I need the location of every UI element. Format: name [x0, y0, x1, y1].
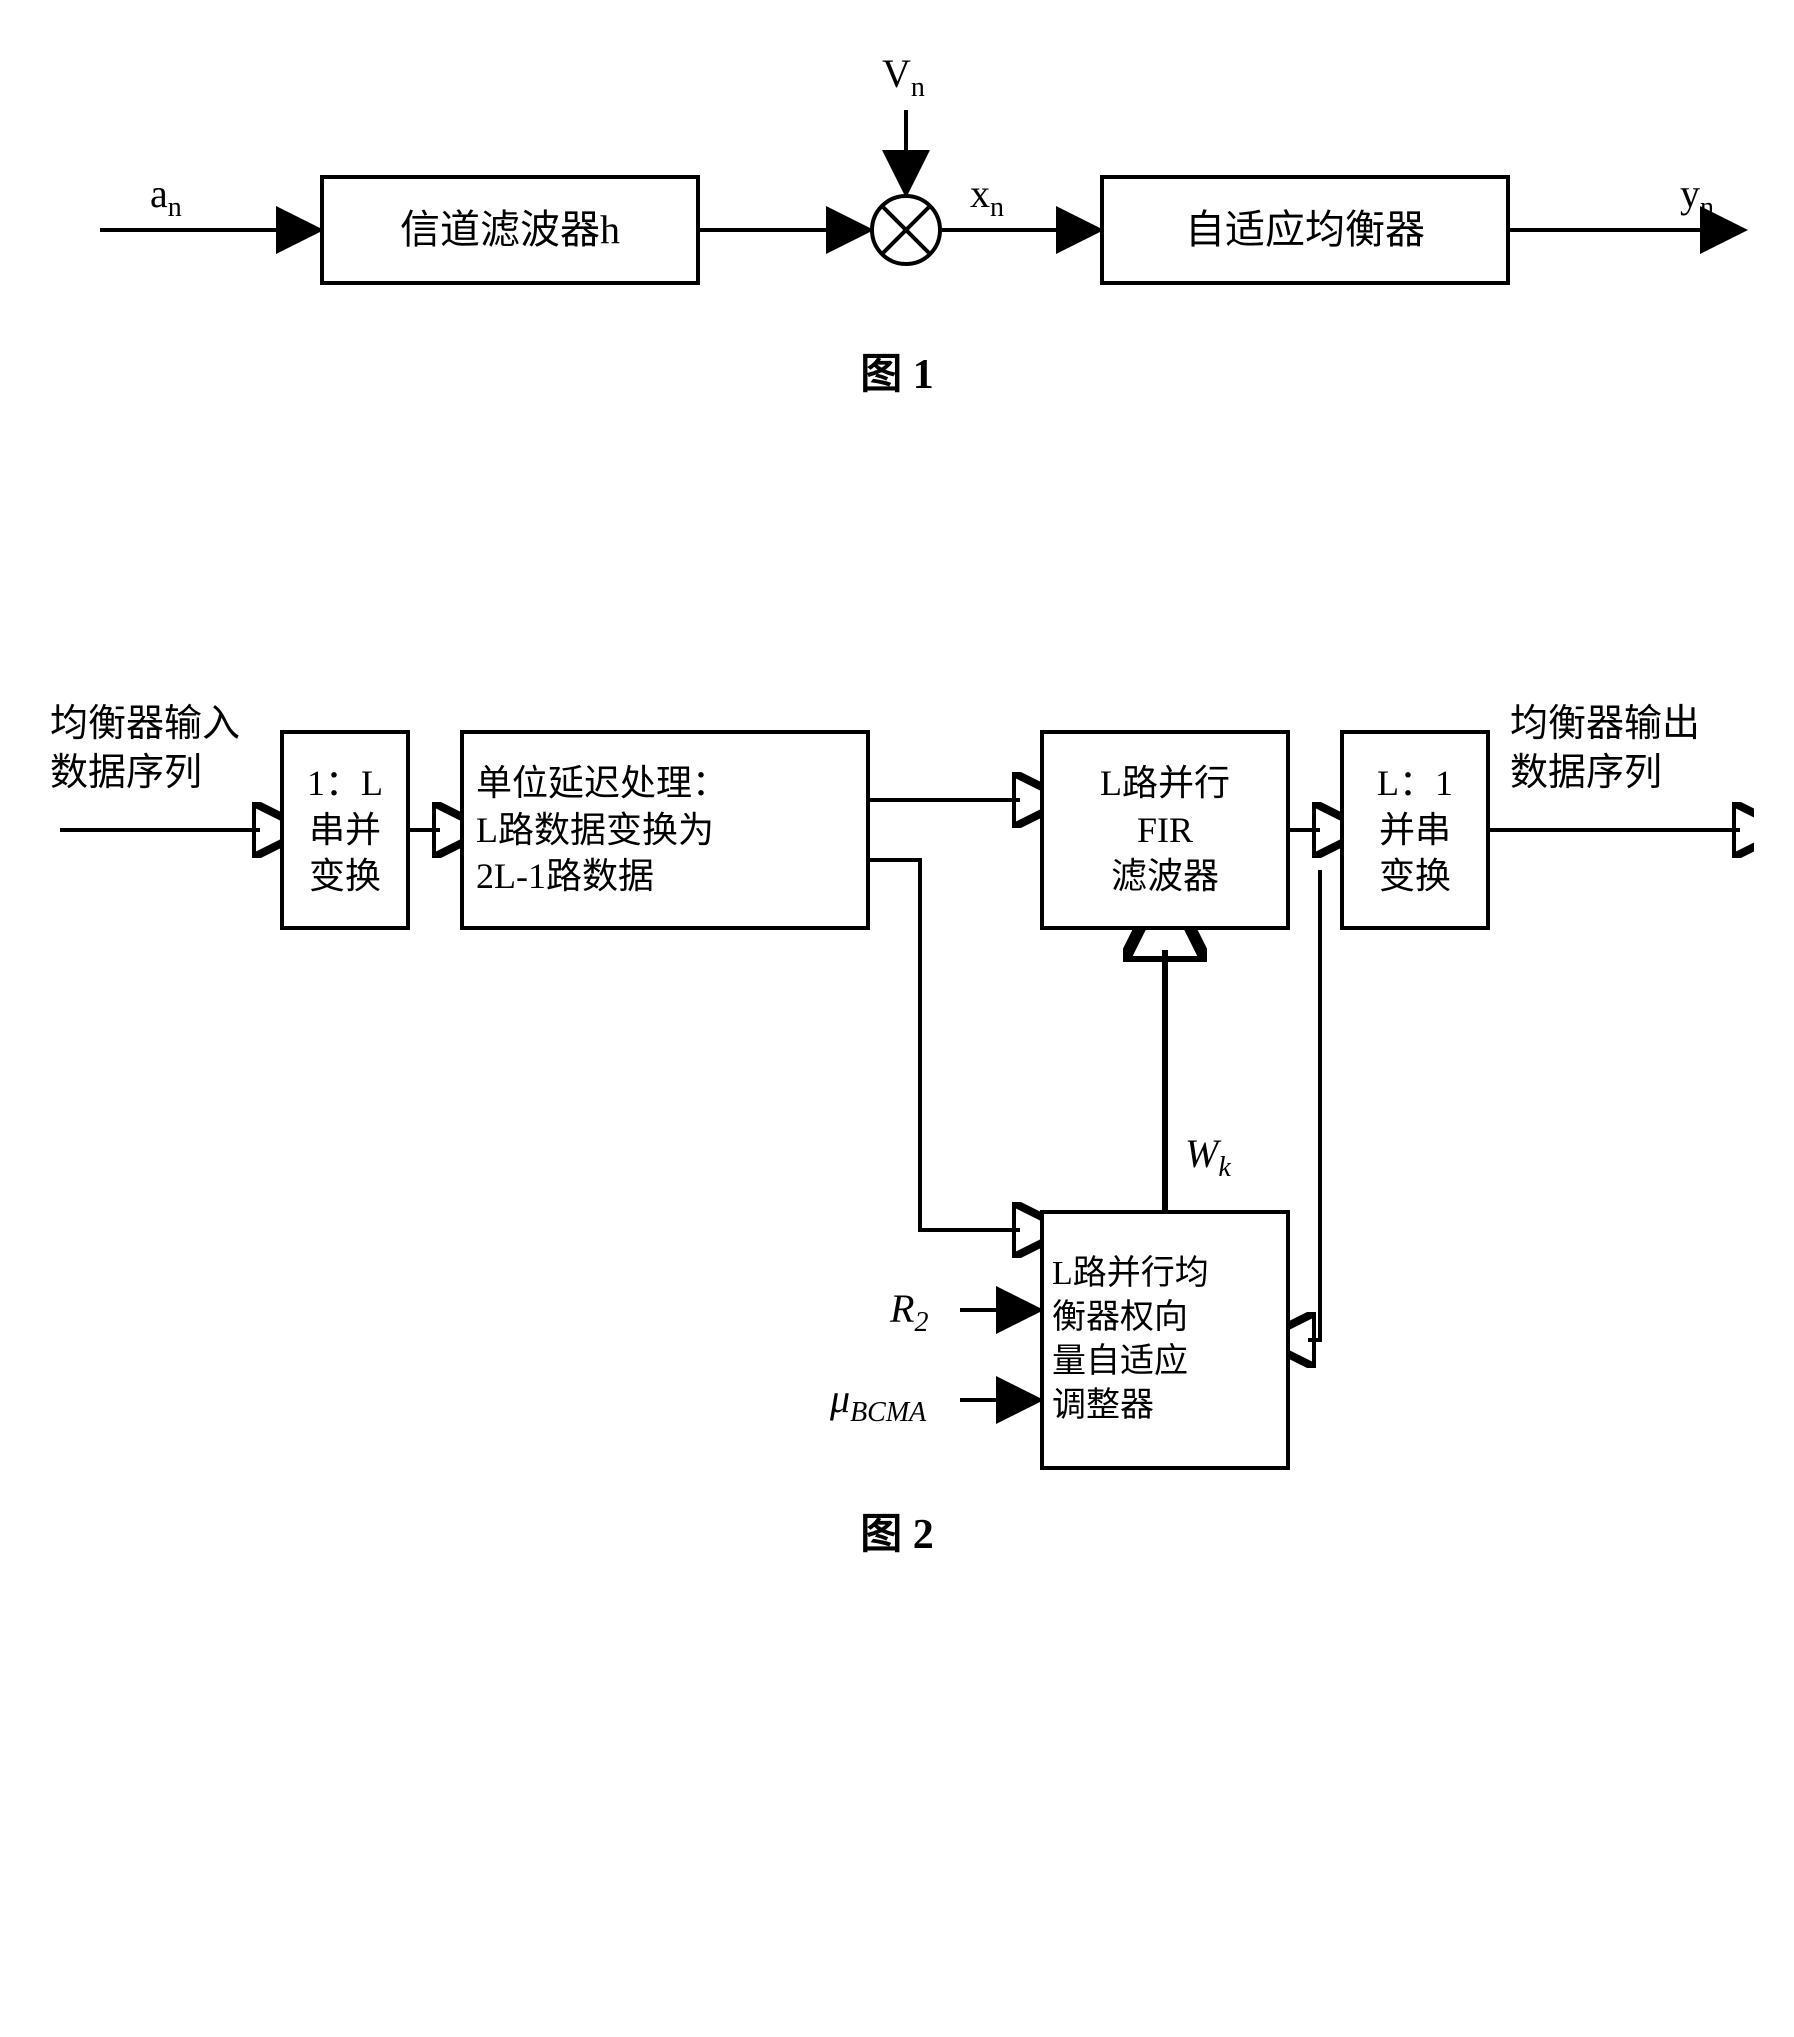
- mixer-icon: [870, 194, 942, 266]
- fig2-wk-label: Wk: [1185, 1130, 1231, 1184]
- fig2-mu-label: μBCMA: [830, 1375, 926, 1429]
- figure-1: an 信道滤波器h Vn xn 自适应均衡器 yn 图 1: [40, 40, 1754, 380]
- weight-adjuster-box: L路并行均 衡器权向 量自适应 调整器: [1040, 1210, 1290, 1470]
- delay-box: 单位延迟处理： L路数据变换为 2L-1路数据: [460, 730, 870, 930]
- fir-filter-box: L路并行 FIR 滤波器: [1040, 730, 1290, 930]
- fig2-caption: 图 2: [860, 1500, 934, 1561]
- fig2-input-label: 均衡器输入 数据序列: [50, 700, 240, 799]
- channel-filter-box: 信道滤波器h: [320, 175, 700, 285]
- fig1-noise-label: Vn: [882, 50, 925, 104]
- fig2-r2-label: R2: [890, 1285, 928, 1339]
- fig1-output-label: yn: [1680, 170, 1714, 224]
- figure-2: 均衡器输入 数据序列 1：L 串并 变换 单位延迟处理： L路数据变换为 2L-…: [40, 660, 1754, 1560]
- fig1-caption: 图 1: [860, 340, 934, 401]
- parallel-serial-box: L：1 并串 变换: [1340, 730, 1490, 930]
- equalizer-box: 自适应均衡器: [1100, 175, 1510, 285]
- serial-parallel-box: 1：L 串并 变换: [280, 730, 410, 930]
- fig1-input-label: an: [150, 170, 182, 224]
- fig1-mid-label: xn: [970, 170, 1004, 224]
- fig2-output-label: 均衡器输出 数据序列: [1510, 700, 1700, 799]
